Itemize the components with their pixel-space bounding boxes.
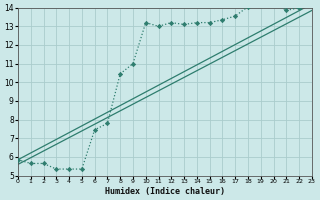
- X-axis label: Humidex (Indice chaleur): Humidex (Indice chaleur): [105, 187, 225, 196]
